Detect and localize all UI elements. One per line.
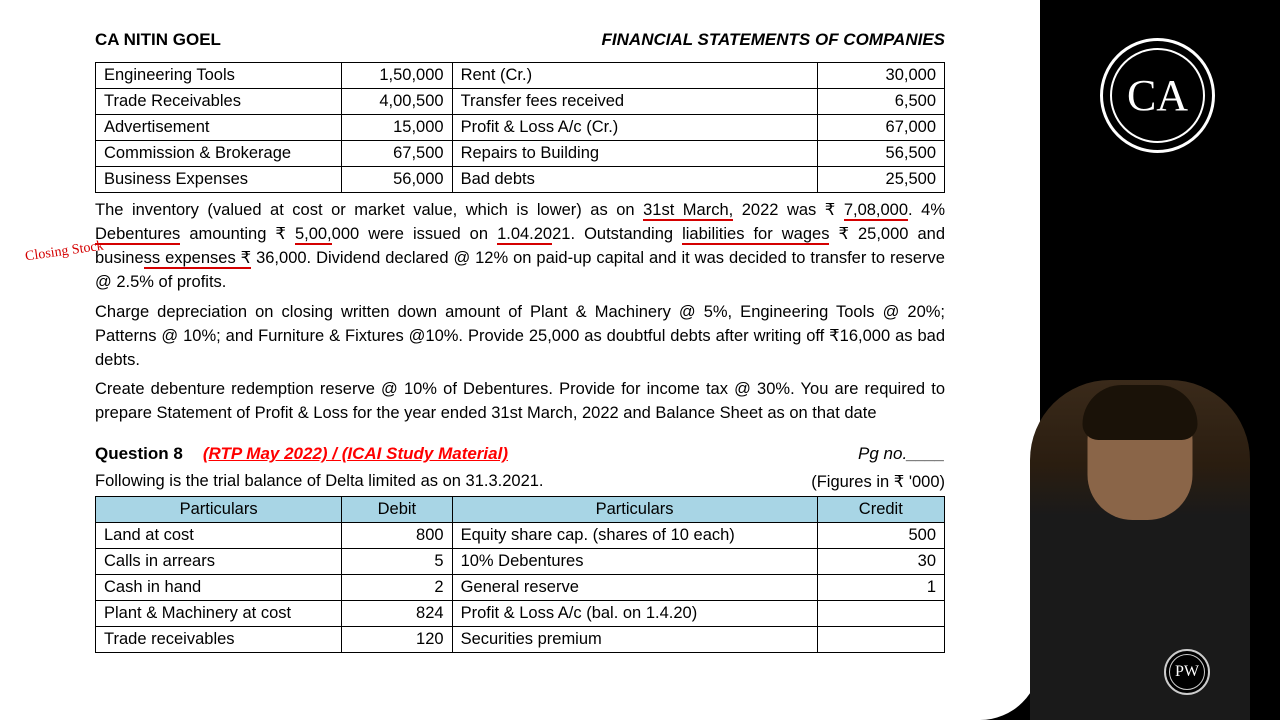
presenter-area: PW bbox=[1000, 320, 1280, 720]
table-row: Trade receivables120Securities premium bbox=[96, 627, 945, 653]
presenter-silhouette bbox=[1030, 380, 1250, 720]
author-name: CA NITIN GOEL bbox=[95, 30, 221, 50]
question-label: Question 8 bbox=[95, 444, 183, 464]
question-intro: Following is the trial balance of Delta … bbox=[95, 472, 945, 492]
col-credit: Credit bbox=[817, 497, 944, 523]
col-debit: Debit bbox=[342, 497, 452, 523]
table-row: Trade Receivables4,00,500Transfer fees r… bbox=[96, 89, 945, 115]
pw-logo: PW bbox=[1164, 649, 1210, 695]
document-page: CA NITIN GOEL FINANCIAL STATEMENTS OF CO… bbox=[0, 0, 1040, 720]
table-row: Calls in arrears510% Debentures30 bbox=[96, 549, 945, 575]
table-row: Advertisement15,000Profit & Loss A/c (Cr… bbox=[96, 115, 945, 141]
table-row: Business Expenses56,000Bad debts25,500 bbox=[96, 167, 945, 193]
ca-logo: CA bbox=[1100, 38, 1215, 153]
page-number: Pg no.____ bbox=[858, 444, 945, 464]
table-row: Land at cost800Equity share cap. (shares… bbox=[96, 523, 945, 549]
question-source: (RTP May 2022) / (ICAI Study Material) bbox=[203, 444, 508, 464]
col-particulars-2: Particulars bbox=[452, 497, 817, 523]
question-header: Question 8 (RTP May 2022) / (ICAI Study … bbox=[95, 444, 945, 464]
balance-table-1: Engineering Tools1,50,000Rent (Cr.)30,00… bbox=[95, 62, 945, 193]
page-header: CA NITIN GOEL FINANCIAL STATEMENTS OF CO… bbox=[95, 30, 945, 50]
col-particulars-1: Particulars bbox=[96, 497, 342, 523]
table-row: Engineering Tools1,50,000Rent (Cr.)30,00… bbox=[96, 63, 945, 89]
trial-balance-table: Particulars Debit Particulars Credit Lan… bbox=[95, 496, 945, 653]
paragraph-2: Charge depreciation on closing written d… bbox=[95, 301, 945, 373]
table-row: Cash in hand2General reserve1 bbox=[96, 575, 945, 601]
table-row: Commission & Brokerage67,500Repairs to B… bbox=[96, 141, 945, 167]
handwritten-annotation: Closing Stock bbox=[24, 240, 104, 265]
table-row: Plant & Machinery at cost824Profit & Los… bbox=[96, 601, 945, 627]
paragraph-1: The inventory (valued at cost or market … bbox=[95, 199, 945, 295]
paragraph-3: Create debenture redemption reserve @ 10… bbox=[95, 378, 945, 426]
chapter-title: FINANCIAL STATEMENTS OF COMPANIES bbox=[602, 30, 945, 50]
